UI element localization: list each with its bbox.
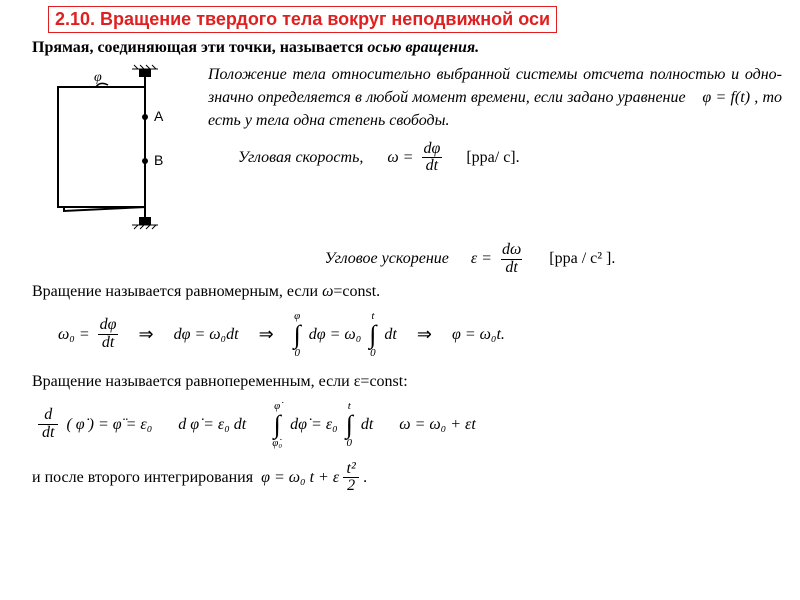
section-title: 2.10. Вращение твердого тела вокруг непо… <box>48 6 557 33</box>
vstep4: ω = ω₀ + εt <box>399 416 476 434</box>
dw-dt-fraction: dφ dt <box>421 141 442 176</box>
angular-acceleration-unit: [рра / с² ]. <box>549 250 615 268</box>
intro-paragraph: Положение тела относительно выбран­ной с… <box>208 63 782 133</box>
int-body-c: dφ̇ = ε₀ <box>290 416 338 434</box>
axis-of-rotation-term: осью вращения. <box>367 39 479 56</box>
frac-num: dφ <box>98 317 119 334</box>
step2: dφ = ω₀dt <box>174 326 239 344</box>
uniform-b: ω <box>322 283 333 300</box>
rotation-svg: A B φ <box>24 63 194 233</box>
implies-arrow: ⇒ <box>139 324 154 345</box>
int-lower: 0 <box>347 438 353 449</box>
omega-equals: ω = <box>387 146 413 169</box>
angular-acceleration-line: Угловое ускорение ε = dω dt [рра / с² ]. <box>158 242 782 277</box>
point-b-label: B <box>154 152 163 168</box>
int-lower: 0 <box>294 348 300 359</box>
implies-arrow: ⇒ <box>259 324 274 345</box>
frac-num: dφ <box>421 141 442 158</box>
angular-velocity-label: Угловая скорость, <box>238 146 363 169</box>
int-lower: φ̇₀ <box>272 438 282 449</box>
int-lower: 0 <box>370 348 376 359</box>
vstep1-rest: ( φ̇ ) = φ̈ = ε₀ <box>66 416 152 434</box>
frac-den: dt <box>501 259 521 277</box>
implies-arrow: ⇒ <box>417 324 432 345</box>
angular-velocity-unit: [рра/ с]. <box>466 146 519 169</box>
varying-derivation-chain: d dt ( φ̇ ) = φ̈ = ε₀ d φ̇ = ε₀ dt φ̇ ∫ … <box>38 397 782 453</box>
intro-paragraph-col: Положение тела относительно выбран­ной с… <box>208 63 782 179</box>
int-body-a: dφ = ω₀ <box>309 326 362 344</box>
final-text: и после второго интегрирования <box>32 469 261 487</box>
second-integration-line: и после второго интегрирования φ = ω₀ t … <box>32 461 782 496</box>
definition-text: Прямая, соединяющая эти точки, называетс… <box>32 39 367 56</box>
frac-den: dt <box>98 334 118 352</box>
angular-velocity-line: Угловая скорость, ω = dφ dt [рра/ с]. <box>238 141 782 176</box>
frac-den: dt <box>422 157 442 175</box>
angular-acceleration-label: Угловое ускорение <box>325 250 449 268</box>
vstep2: d φ̇ = ε₀ dt <box>178 416 246 434</box>
frac-den: dt <box>38 424 58 442</box>
figure-and-text-row: A B φ Положение тела относительно выбран… <box>18 63 782 238</box>
step3: φ ∫ 0 dφ = ω₀ t ∫ 0 dt <box>294 311 397 359</box>
integral-1: φ ∫ 0 <box>294 311 301 359</box>
integral-2: t ∫ 0 <box>369 311 376 359</box>
step4: φ = ω₀t. <box>452 326 505 344</box>
point-a-label: A <box>154 108 164 124</box>
final-period: . <box>363 469 367 487</box>
int-body-b: dt <box>384 326 396 344</box>
integral-4: t ∫ 0 <box>346 401 353 449</box>
dphi-dt-frac: dφ dt <box>98 317 119 352</box>
vstep3: φ̇ ∫ φ̇₀ dφ̇ = ε₀ t ∫ 0 dt <box>272 401 373 449</box>
uniform-a: Вращение называется равномерным, если <box>32 283 322 300</box>
int-body-d: dt <box>361 416 373 434</box>
rotation-figure: A B φ <box>24 63 194 238</box>
frac-num: dω <box>500 242 523 259</box>
de-dt-fraction: dω dt <box>500 242 523 277</box>
frac-den: 2 <box>343 477 359 495</box>
vstep1: d dt ( φ̇ ) = φ̈ = ε₀ <box>38 407 152 442</box>
frac-num: t² <box>345 461 358 478</box>
uniform-derivation-chain: ω₀ = dφ dt ⇒ dφ = ω₀dt ⇒ φ ∫ 0 dφ = ω₀ t… <box>58 307 782 363</box>
uniform-c: =const. <box>333 283 380 300</box>
frac-num: d <box>42 407 54 424</box>
uniform-rotation-text: Вращение называется равномерным, если ω=… <box>32 283 782 301</box>
uniformly-varying-text: Вращение называется равнопеременным, есл… <box>32 373 782 391</box>
phi-label: φ <box>94 70 102 85</box>
t2-over-2: t² 2 <box>343 461 359 496</box>
page: 2.10. Вращение твердого тела вокруг непо… <box>0 0 800 600</box>
w0-eq: ω₀ = <box>58 326 90 344</box>
ddt-frac: d dt <box>38 407 58 442</box>
definition-line: Прямая, соединяющая эти точки, называетс… <box>32 39 782 57</box>
eps-equals: ε = <box>471 250 492 268</box>
step1: ω₀ = dφ dt <box>58 317 119 352</box>
final-eq-a: φ = ω₀ t + ε <box>261 469 339 487</box>
integral-3: φ̇ ∫ φ̇₀ <box>272 401 282 449</box>
